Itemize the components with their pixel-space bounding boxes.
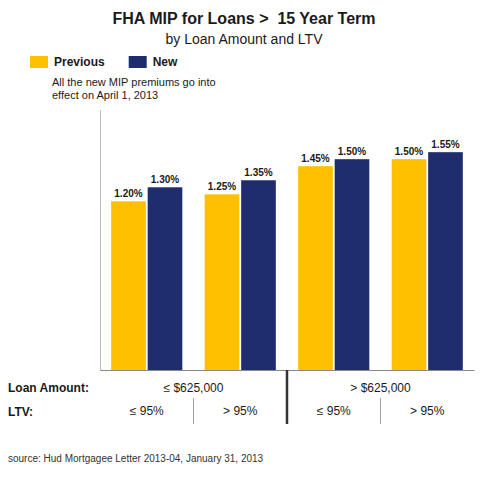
legend-item: Previous: [30, 55, 105, 69]
legend-item: New: [129, 55, 178, 69]
annotation: All the new MIP premiums go into: [52, 76, 216, 88]
group-label: > $625,000: [350, 381, 411, 395]
legend-label: New: [153, 55, 178, 69]
legend: Previous New: [30, 55, 178, 69]
bar: [335, 159, 370, 370]
data-label: 1.35%: [244, 167, 272, 178]
source: source: Hud Mortgagee Letter 2013-04, Ja…: [8, 453, 264, 464]
data-label: 1.50%: [338, 146, 366, 157]
x-tick-label: ≤ 95%: [317, 404, 351, 418]
bar: [205, 194, 240, 370]
chart: FHA MIP for Loans > 15 Year Term by Loan …: [0, 0, 488, 492]
data-label: 1.30%: [151, 174, 179, 185]
minor-separator: [380, 398, 381, 424]
x-tick-label: ≤ 95%: [130, 404, 164, 418]
bar: [428, 152, 463, 370]
legend-swatch: [30, 56, 48, 68]
group-row-label: Loan Amount:: [8, 381, 89, 395]
legend-swatch: [129, 56, 147, 68]
x-tick: ≤ 95%: [130, 370, 164, 418]
plot: 1.20% 1.25% 1.45% 1.50% 1.30% 1.35% 1.50% 1.55%…: [101, 111, 475, 425]
separators: [194, 370, 381, 424]
bar: [241, 180, 276, 370]
bars: [111, 152, 463, 370]
data-label: 1.45%: [301, 153, 329, 164]
data-label: 1.25%: [208, 181, 236, 192]
data-label: 1.20%: [114, 188, 142, 199]
minor-separator: [193, 398, 194, 424]
x-axis-label: LTV:: [8, 405, 33, 419]
group-label: ≤ $625,000: [164, 381, 224, 395]
data-labels: 1.20% 1.25% 1.45% 1.50% 1.30% 1.35% 1.50% 1.55%: [114, 139, 459, 199]
x-tick-label: > 95%: [410, 404, 445, 418]
major-separator: [286, 370, 289, 424]
subtitle: by Loan Amount and LTV: [166, 31, 324, 47]
legend-label: Previous: [54, 55, 105, 69]
bar: [111, 201, 146, 370]
data-label: 1.55%: [431, 139, 459, 150]
x-tick: ≤ 95%: [317, 370, 351, 418]
y-axis: [100, 111, 101, 371]
bar: [392, 159, 427, 370]
title: FHA MIP for Loans > 15 Year Term: [112, 10, 375, 27]
data-label: 1.50%: [395, 146, 423, 157]
annotation: effect on April 1, 2013: [52, 89, 158, 101]
bar: [298, 166, 333, 370]
bar: [148, 187, 183, 370]
x-tick-label: > 95%: [223, 404, 258, 418]
y-axis-line: [100, 111, 101, 371]
x-tick: > 95%: [410, 370, 445, 418]
x-tick: > 95%: [223, 370, 258, 418]
